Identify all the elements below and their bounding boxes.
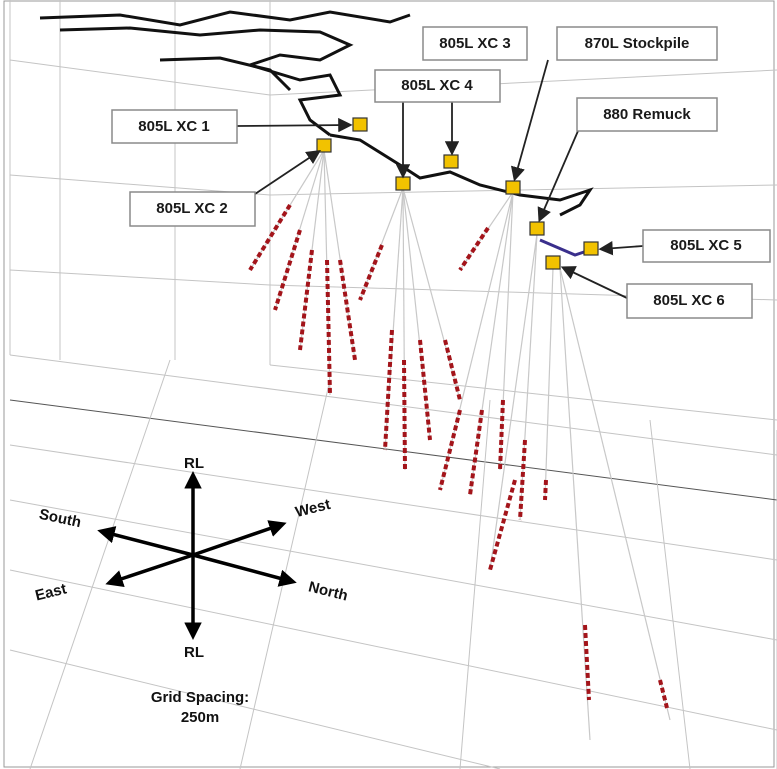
label: 870L Stockpile — [585, 35, 690, 52]
label: 805L XC 1 — [138, 118, 209, 135]
grid-line — [649, 419, 691, 769]
collar — [316, 138, 332, 153]
compass-label: RL — [184, 455, 204, 472]
drift — [329, 133, 594, 217]
compass-arrow — [192, 553, 297, 587]
assay-interval — [658, 679, 669, 709]
grid-line — [9, 499, 777, 641]
grid-line — [269, 69, 777, 96]
assay-interval — [498, 399, 505, 471]
assay-interval — [358, 244, 384, 301]
assay-interval — [458, 226, 490, 272]
grid-line — [9, 269, 271, 286]
label-box — [111, 109, 238, 144]
label: 805L XC 6 — [653, 292, 724, 309]
callout-arrow — [537, 130, 579, 223]
collar — [529, 221, 545, 236]
drillhole — [359, 187, 404, 301]
callout-arrow — [598, 241, 644, 256]
assay-interval — [273, 229, 302, 311]
grid-line — [9, 569, 777, 731]
callout-arrow — [510, 59, 549, 182]
label-box — [626, 283, 753, 319]
assay-interval — [298, 249, 314, 351]
drillhole — [544, 267, 554, 501]
label: 805L XC 3 — [439, 35, 510, 52]
compass-label: RL — [184, 644, 204, 661]
compass-arrow — [192, 520, 287, 557]
assay-interval — [443, 339, 462, 401]
label: 805L XC 4 — [401, 77, 473, 94]
assay-interval — [248, 203, 292, 272]
assay-interval — [518, 439, 527, 521]
grid-line — [9, 399, 777, 501]
callout-arrow — [254, 150, 321, 195]
assay-interval — [418, 339, 432, 441]
callouts: 805L XC 3 870L Stockpile 805L XC 4 880 R… — [111, 26, 771, 319]
drillhole — [439, 191, 514, 491]
label-box — [374, 69, 501, 103]
drillholes — [248, 149, 671, 741]
drillhole — [489, 233, 538, 571]
grid-line — [9, 354, 777, 456]
drillhole — [559, 267, 671, 721]
callout-arrow — [560, 266, 628, 299]
callout-arrow — [236, 117, 353, 133]
assay-interval — [402, 359, 407, 471]
collar — [395, 176, 411, 191]
collar — [352, 117, 368, 132]
grid-note: Grid Spacing: — [151, 689, 249, 706]
label-box — [556, 26, 718, 61]
drillhole — [402, 187, 406, 471]
assay-interval — [383, 329, 394, 451]
compass-arrow — [105, 553, 194, 587]
grid-line — [9, 59, 271, 96]
label-box — [576, 97, 718, 132]
label-box — [642, 229, 771, 263]
assay-interval — [338, 259, 357, 361]
collars — [316, 117, 599, 270]
grid-line — [29, 359, 171, 769]
assay-interval — [468, 409, 484, 496]
label-box — [422, 26, 528, 61]
assay-interval — [543, 479, 548, 501]
assay-interval — [438, 409, 462, 491]
grid-line — [9, 649, 501, 769]
assay-interval — [583, 624, 591, 701]
compass-arrow — [97, 526, 194, 557]
drift — [159, 56, 292, 92]
label-box — [129, 191, 256, 227]
grid-line — [459, 399, 491, 769]
grid-line — [269, 184, 777, 196]
collar — [443, 154, 459, 169]
grid-line — [9, 444, 777, 561]
collar — [505, 180, 521, 195]
label: 805L XC 5 — [670, 237, 741, 254]
drift — [59, 26, 354, 137]
label: 880 Remuck — [603, 106, 691, 123]
assay-interval — [325, 259, 332, 396]
collar — [583, 241, 599, 256]
collar — [545, 255, 561, 270]
label: 805L XC 2 — [156, 200, 227, 217]
drillhole — [499, 191, 514, 471]
grid-line — [269, 364, 777, 421]
grid-note: 250m — [181, 709, 219, 726]
drift — [39, 10, 411, 27]
